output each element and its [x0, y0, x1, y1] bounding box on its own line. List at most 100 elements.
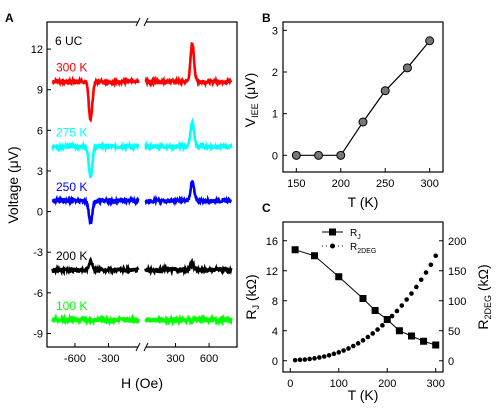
panel-a-y-tick-label: 9 [37, 85, 43, 97]
panel-a-label: A [5, 11, 14, 25]
panel-c-x-tick-label: 0 [287, 378, 293, 390]
panel-a-y-tick-label: -3 [33, 247, 43, 259]
panel-c-r2deg-point [331, 351, 337, 357]
panel-a-break-slash [143, 342, 149, 352]
panel-a-series-line [51, 140, 140, 178]
panel-c-right-y-tick-label: 150 [448, 266, 466, 278]
legend-rj-label: RJ [350, 228, 361, 241]
panel-c-left-y-tick-label: 4 [272, 326, 278, 338]
panel-c-r2deg-point [341, 348, 346, 353]
panel-b-x-tick-label: 200 [332, 178, 350, 190]
panel-a-series-label: 275 K [56, 126, 87, 140]
panel-c-r2deg-point [302, 357, 308, 362]
panel-b-x-tick-label: 300 [420, 178, 438, 190]
panel-b-y-tick-label: 3 [272, 25, 278, 37]
panel-c-r2deg-point [355, 341, 361, 346]
panel-b-x-tick-label: 150 [287, 178, 305, 190]
panel-c-right-y-tick-label: 50 [448, 326, 460, 338]
panel-a-y-tick-label: -9 [33, 328, 43, 340]
panel-a-series-line [144, 179, 232, 207]
panel-c-rj-point [335, 273, 343, 281]
panel-c-left-y-tick-label: 16 [266, 236, 278, 248]
panel-a: A -9 -6 -3 0 3 6 9 12 -600 -300 300 600 300 K 275 K… [5, 11, 238, 391]
panel-c-x-tick-label: 100 [330, 378, 348, 390]
panel-a-x-tick-label: 600 [200, 353, 218, 365]
panel-c-rj-point [432, 341, 440, 349]
panel-c-x-tick-label: 200 [378, 378, 396, 390]
panel-a-x-tick-label: -600 [64, 353, 86, 365]
panel-c-r2deg-point [292, 357, 298, 363]
legend-r2deg-marker [330, 243, 335, 249]
panel-c-r2deg-point [351, 343, 356, 349]
panel-c-r2deg-point [297, 357, 303, 363]
panel-c-left-y-axis-title: RJ (kΩ) [243, 274, 261, 319]
panel-c-rj-point [371, 307, 379, 314]
panel-a-series-line [144, 41, 233, 89]
panel-c-r2deg-point [360, 338, 366, 343]
panel-a-series-label: 200 K [56, 249, 87, 263]
panel-a-x-axis-title: H (Oe) [121, 375, 163, 391]
panel-c-r2deg-point [409, 291, 414, 296]
panel-b-point [358, 117, 368, 127]
panel-c-rj-line [294, 249, 436, 346]
panel-b-point [314, 150, 324, 160]
panel-c-r2deg-point [370, 331, 375, 336]
panel-b-points [291, 36, 435, 160]
panel-c-rj-point [311, 252, 319, 260]
panel-b-y-tick-label: 0 [272, 150, 278, 162]
panel-b-point [425, 36, 435, 46]
panel-a-series-label: 100 K [56, 299, 87, 313]
panel-a-break-gap [138, 343, 146, 351]
panel-a-series-label: 250 K [56, 180, 87, 194]
panel-a-y-tick-label: 6 [37, 125, 43, 137]
panel-a-y-tick-label: 0 [37, 207, 43, 219]
panel-c-r2deg-point [312, 356, 317, 361]
panel-b-frame [282, 21, 444, 173]
panel-c-right-y-tick-label: 100 [448, 296, 466, 308]
panel-c-left-y-axis-title-text: RJ (kΩ) [243, 274, 261, 319]
panel-a-series-line [51, 256, 140, 277]
panel-a-break-gap [138, 18, 146, 26]
panel-c-right-y-tick-label: 200 [448, 236, 466, 248]
panel-a-series-line [144, 257, 233, 277]
panel-a-series-line [51, 75, 140, 123]
panel-b-label: B [262, 11, 271, 25]
panel-c-r2deg-points [292, 253, 439, 363]
panel-b: B 0 1 2 3 150 200 250 300 T (K) VIEE (μV) [242, 11, 444, 210]
panel-c-r2deg-point [380, 323, 385, 328]
panel-c-r2deg-point [433, 253, 439, 259]
panel-c-left-y-tick-label: 0 [272, 356, 278, 368]
panel-c-rj-point [359, 295, 367, 302]
legend-r2deg-label: R2DEG [350, 242, 376, 255]
panel-c-rj-point [395, 327, 403, 335]
panel-c-r2deg-point [418, 277, 424, 283]
panel-c-r2deg-point [375, 327, 380, 332]
panel-a-series-line [144, 313, 233, 327]
panel-c-r2deg-point [326, 353, 332, 358]
panel-c-r2deg-point [399, 303, 405, 308]
panel-a-x-ticks: -600 -300 300 600 [64, 343, 218, 365]
panel-c-right-y-axis-title-text: R2DEG (kΩ) [475, 264, 493, 329]
panel-b-y-axis-title-text: VIEE (μV) [242, 73, 260, 127]
panel-a-series-line [51, 312, 140, 327]
panel-c-r2deg-point [428, 262, 434, 268]
panel-c-left-y-tick-label: 8 [272, 296, 278, 308]
panel-c-left-y-ticks: 0 4 8 12 16 [266, 236, 287, 368]
panel-c-right-y-ticks: 0 50 100 150 200 [439, 236, 466, 368]
panel-c-x-axis-title: T (K) [348, 387, 379, 403]
legend-rj-marker [329, 228, 336, 236]
panel-a-break-slash [143, 17, 149, 27]
panel-c: C 0 4 8 12 16 0 50 100 150 200 0 100 200 300 RJ R2D… [243, 201, 493, 403]
panel-c-r2deg-point [346, 346, 351, 351]
panel-a-annotation: 6 UC [55, 34, 83, 48]
panel-a-y-axis-title: Voltage (μV) [5, 146, 21, 223]
panel-c-r2deg-point [365, 334, 371, 340]
panel-b-x-axis-title: T (K) [348, 194, 379, 210]
panel-c-r2deg-point [321, 354, 327, 359]
panel-b-series-line [296, 40, 431, 156]
panel-b-x-tick-label: 250 [376, 178, 394, 190]
panel-a-break-slash [135, 342, 141, 352]
panel-c-r2deg-point [423, 270, 429, 275]
panel-a-series-line [144, 117, 233, 154]
panel-c-right-y-axis-title: R2DEG (kΩ) [475, 264, 493, 329]
